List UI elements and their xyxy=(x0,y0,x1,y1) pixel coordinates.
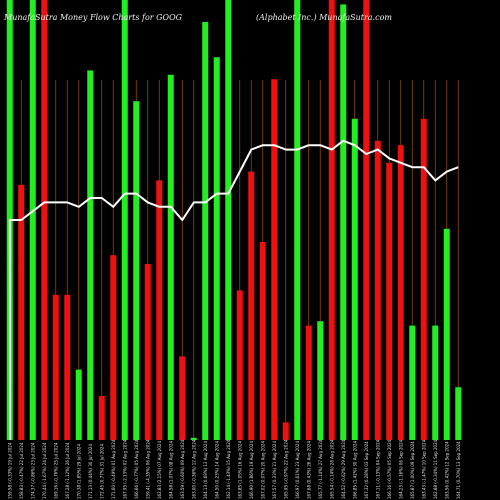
x-tick-label: 166.97 (0.61%) 23 Aug 2024 xyxy=(295,441,300,499)
bar-down xyxy=(64,294,71,440)
bar-up xyxy=(351,118,358,441)
x-tick-label: 163.43 (-1.47%) 10 Sep 2024 xyxy=(421,439,426,499)
bar-down xyxy=(236,290,243,440)
x-tick-label: 159.58 (-0.33%) 19 Jul 2024 xyxy=(7,442,12,499)
bar-down xyxy=(110,255,117,440)
bar-down xyxy=(386,162,393,441)
bar-up xyxy=(225,0,232,440)
bar-up xyxy=(409,325,416,440)
bar-up xyxy=(340,4,347,441)
bar-up xyxy=(75,369,82,440)
chart-title: MunafaSutra Money Flow Charts for GOOG (… xyxy=(3,13,392,22)
price-line xyxy=(8,139,459,441)
x-tick-label: 165.77 (-1.14%) 27 Aug 2024 xyxy=(318,439,323,499)
bar-up xyxy=(29,0,36,440)
x-tick-label: 162.83 (2.15%) 07 Aug 2024 xyxy=(157,441,162,499)
bar-down xyxy=(420,118,427,441)
bar-up xyxy=(202,22,209,440)
x-tick-label: 164.23 (-1.16%) 06 Sep 2024 xyxy=(398,439,403,499)
x-tick-label: 164.13 (0.69%) 13 Aug 2024 xyxy=(203,441,208,499)
x-tick-label: 166.90 (1.86%) 19 Aug 2024 xyxy=(249,441,254,499)
bar-up xyxy=(294,0,301,440)
x-tick-label: 169.16 (-0.76%) 25 Jul 2024 xyxy=(53,442,58,499)
x-tick-label: 170.44 (-1.67%) 24 Jul 2024 xyxy=(42,442,47,499)
bar-up xyxy=(455,387,462,440)
bar-up xyxy=(432,325,439,440)
x-tick-label: 167.28 (-1.12%) 26 Jul 2024 xyxy=(65,442,70,499)
x-tick-label: 167.95 (-2.13%) 02 Aug 2024 xyxy=(122,439,127,499)
bar-down xyxy=(98,396,105,440)
x-tick-label: 167.02 (0.07%) 20 Aug 2024 xyxy=(260,441,265,499)
bar-down xyxy=(41,0,48,440)
bar-down xyxy=(52,294,59,440)
bar-down xyxy=(18,184,25,440)
x-tick-label: 159.41 (-4.35%) 06 Aug 2024 xyxy=(145,439,150,499)
bar-down xyxy=(282,422,289,440)
bar-down xyxy=(271,79,278,440)
bar-up xyxy=(133,101,140,440)
x-tick-label: 167.32 (0.28%) 03 Sep 2024 xyxy=(364,441,369,499)
bar-up xyxy=(213,57,220,440)
x-tick-label: 163.00 (-0.36%) 12 Aug 2024 xyxy=(191,439,196,499)
x-tick-label: 166.16 (-0.57%) 05 Sep 2024 xyxy=(387,439,392,499)
x-tick-label: 167.11 (-0.13%) 04 Sep 2024 xyxy=(375,439,380,499)
bar-up xyxy=(190,437,197,440)
bar-down xyxy=(179,356,186,440)
x-tick-label: 165.54 (-0.14%) 28 Aug 2024 xyxy=(329,439,334,499)
bar-down xyxy=(259,242,266,440)
x-tick-label: 172.45 (0.77%) 31 Jul 2024 xyxy=(99,444,104,499)
x-tick-label: 165.87 (1.00%) 09 Sep 2024 xyxy=(410,441,415,499)
bar-up xyxy=(121,0,128,440)
x-axis-tick-labels: 159.58 (-0.33%) 19 Jul 2024 158.83 (-0.47… xyxy=(7,439,461,499)
bar-up xyxy=(443,228,450,440)
x-tick-label: 163.59 (-0.60%) 09 Aug 2024 xyxy=(180,439,185,499)
bar-down xyxy=(144,264,151,440)
x-tick-label: 163.85 (1.05%) 16 Aug 2024 xyxy=(237,441,242,499)
chart-title-left: MunafaSutra Money Flow Charts for GOOG xyxy=(3,13,183,22)
x-tick-label: 158.83 (-0.47%) 22 Jul 2024 xyxy=(19,442,24,499)
bar-down xyxy=(374,140,381,441)
x-tick-label: 164.58 (1.07%) 08 Aug 2024 xyxy=(168,441,173,499)
bar-down xyxy=(328,0,335,440)
x-tick-label: 162.14 (-1.43%) 15 Aug 2024 xyxy=(226,439,231,499)
bar-down xyxy=(305,325,312,440)
x-tick-label: 165.95 (-0.97%) 22 Aug 2024 xyxy=(283,439,288,499)
x-tick-label: 166.66 (-0.77%) 05 Aug 2024 xyxy=(134,439,139,499)
bar-down xyxy=(363,0,370,440)
chart-title-right: (Alphabet Inc.) MunafaSutra.com xyxy=(256,13,392,22)
x-tick-label: 162.88 (-0.34%) 11 Sep 2024 xyxy=(433,439,438,499)
bar-down xyxy=(397,145,404,440)
x-tick-label: 164.52 (-0.62%) 29 Aug 2024 xyxy=(341,439,346,499)
price-line-layer xyxy=(8,139,459,441)
x-tick-label: 163.56 (0.42%) 12 Sep 2024 xyxy=(444,441,449,499)
bar-down xyxy=(156,180,163,440)
bar-down xyxy=(248,171,255,440)
x-tick-label: 167.57 (0.33%) 21 Aug 2024 xyxy=(272,441,277,499)
x-tick-label: 164.50 (0.23%) 14 Aug 2024 xyxy=(214,441,219,499)
x-tick-label: 171.13 (0.44%) 30 Jul 2024 xyxy=(88,444,93,499)
x-tick-label: 174.37 (-0.86%) 23 Jul 2024 xyxy=(30,442,35,499)
x-tick-label: 167.68 (0.43%) 26 Aug 2024 xyxy=(306,441,311,499)
volume-bars xyxy=(6,0,462,441)
bar-up xyxy=(167,74,174,441)
bar-up xyxy=(87,70,94,441)
x-tick-label: 171.60 (-0.49%) 01 Aug 2024 xyxy=(111,439,116,499)
x-tick-label: 170.38 (1.85%) 29 Jul 2024 xyxy=(76,444,81,499)
x-tick-label: 166.85 (1.42%) 30 Aug 2024 xyxy=(352,441,357,499)
bar-up xyxy=(317,321,324,440)
x-tick-label: 164.71 (0.70%) 13 Sep 2024 xyxy=(456,441,461,499)
